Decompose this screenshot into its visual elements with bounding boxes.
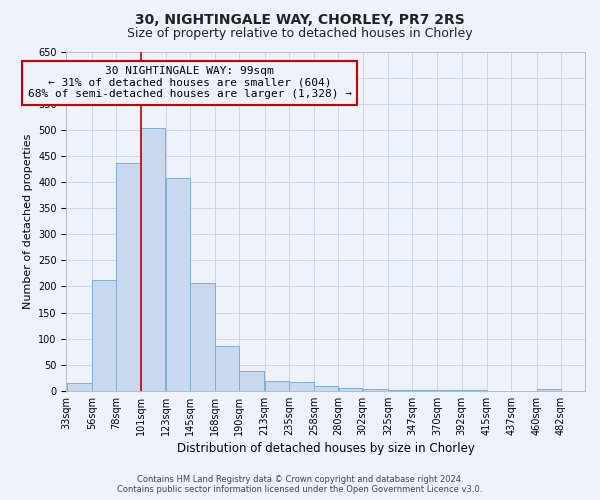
Bar	[462, 390, 487, 391]
Y-axis label: Number of detached properties: Number of detached properties	[23, 134, 32, 309]
Bar	[289, 382, 314, 391]
Bar	[363, 390, 388, 391]
Bar	[437, 390, 461, 391]
Text: Contains HM Land Registry data © Crown copyright and database right 2024.
Contai: Contains HM Land Registry data © Crown c…	[118, 474, 482, 494]
Bar	[412, 390, 437, 391]
Bar	[166, 178, 190, 391]
Text: 30, NIGHTINGALE WAY, CHORLEY, PR7 2RS: 30, NIGHTINGALE WAY, CHORLEY, PR7 2RS	[135, 12, 465, 26]
Bar	[388, 390, 412, 391]
Bar	[190, 283, 215, 391]
Bar	[215, 346, 239, 391]
Text: Size of property relative to detached houses in Chorley: Size of property relative to detached ho…	[127, 28, 473, 40]
X-axis label: Distribution of detached houses by size in Chorley: Distribution of detached houses by size …	[177, 442, 475, 455]
Bar	[92, 280, 116, 391]
Bar	[265, 381, 289, 391]
Bar	[314, 386, 338, 391]
Bar	[239, 371, 265, 391]
Bar	[338, 388, 362, 391]
Bar	[537, 388, 560, 391]
Text: 30 NIGHTINGALE WAY: 99sqm
← 31% of detached houses are smaller (604)
68% of semi: 30 NIGHTINGALE WAY: 99sqm ← 31% of detac…	[28, 66, 352, 100]
Bar	[67, 383, 92, 391]
Bar	[116, 162, 141, 391]
Bar	[142, 128, 166, 391]
